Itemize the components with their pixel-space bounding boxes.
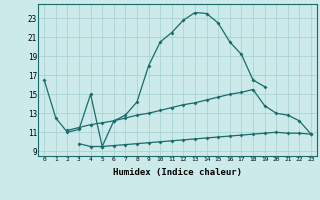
X-axis label: Humidex (Indice chaleur): Humidex (Indice chaleur) <box>113 168 242 177</box>
